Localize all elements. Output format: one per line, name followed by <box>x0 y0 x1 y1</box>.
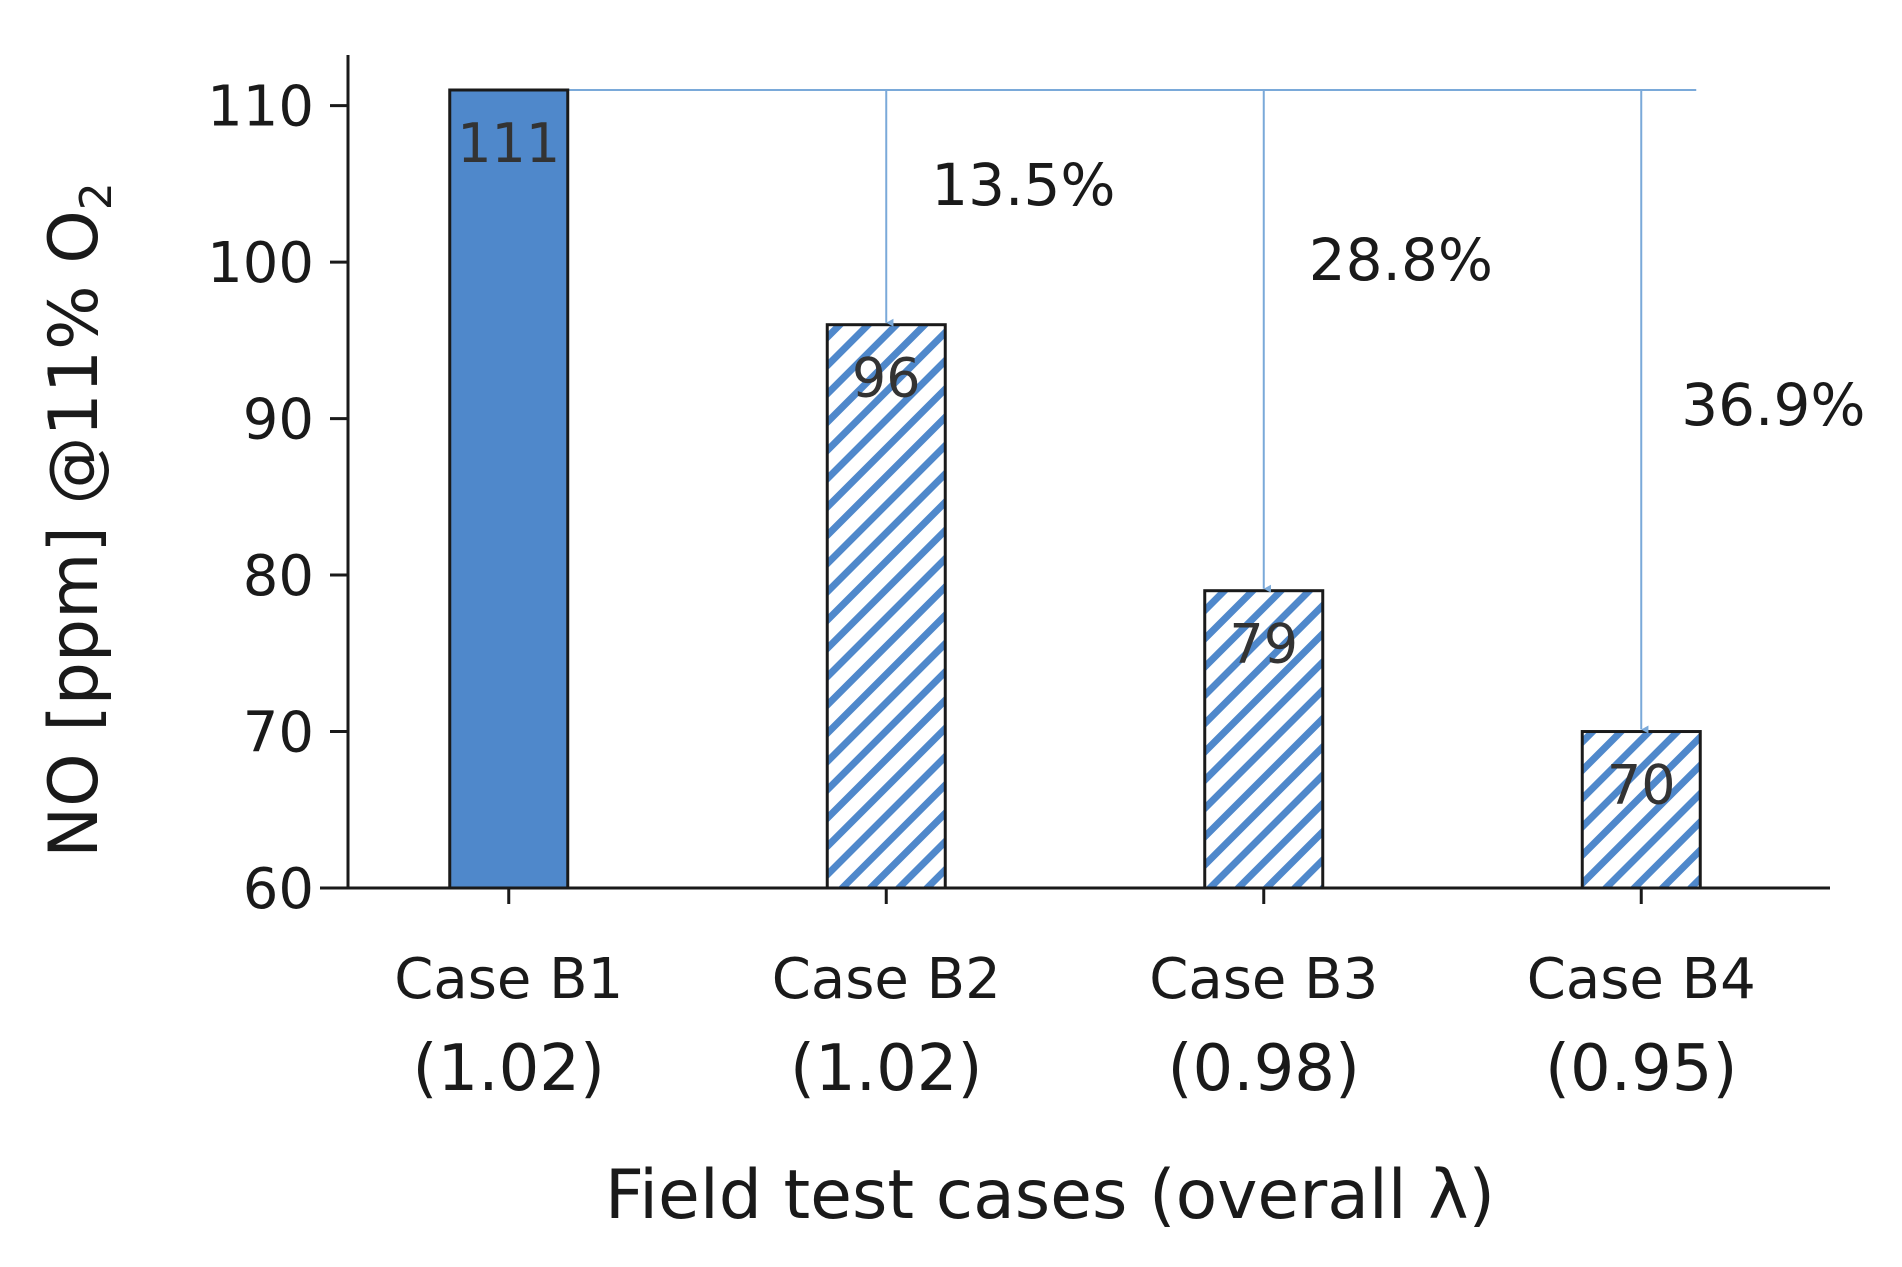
bar-value-label: 111 <box>457 112 560 175</box>
y-tick-label: 100 <box>207 231 314 296</box>
y-axis-title-subscript: 2 <box>71 182 122 210</box>
x-tick-label: Case B2 <box>772 947 1001 1012</box>
y-tick-label: 70 <box>243 701 314 766</box>
y-tick-label: 110 <box>207 75 314 140</box>
x-tick-label: Case B3 <box>1149 947 1378 1012</box>
bar-value-labels: 111 96 79 70 13.5% 28.8% 36.9% <box>457 112 1865 817</box>
y-axis-title-main: NO [ppm] @11% O <box>35 210 114 858</box>
x-tick-param-label: (1.02) <box>413 1032 605 1106</box>
reduction-label: 13.5% <box>931 151 1115 219</box>
reduction-label: 36.9% <box>1681 371 1865 439</box>
axes: 60 70 80 90 100 110 Case B1 (1.02) Case B2 (1.02)… <box>207 55 1830 1106</box>
y-axis-title: NO [ppm] @11% O2 <box>35 182 122 858</box>
x-tick-param-label: (0.98) <box>1168 1032 1360 1106</box>
y-tick-label: 90 <box>243 388 314 453</box>
bar-value-label: 79 <box>1229 613 1298 676</box>
x-tick-param-label: (1.02) <box>790 1032 982 1106</box>
x-tick-label: Case B1 <box>394 947 623 1012</box>
reduction-label: 28.8% <box>1309 226 1493 294</box>
x-tick-label: Case B4 <box>1527 947 1756 1012</box>
y-tick-label: 80 <box>243 544 314 609</box>
x-axis-title: Field test cases (overall λ) <box>605 1156 1495 1235</box>
bar-value-label: 96 <box>852 347 921 410</box>
x-tick-param-label: (0.95) <box>1545 1032 1737 1106</box>
y-tick-label: 60 <box>243 857 314 922</box>
bar-value-label: 70 <box>1607 754 1676 817</box>
bar-case-b1 <box>448 88 570 890</box>
bar-case-b2 <box>825 323 947 890</box>
reduction-arrows <box>885 90 1649 734</box>
